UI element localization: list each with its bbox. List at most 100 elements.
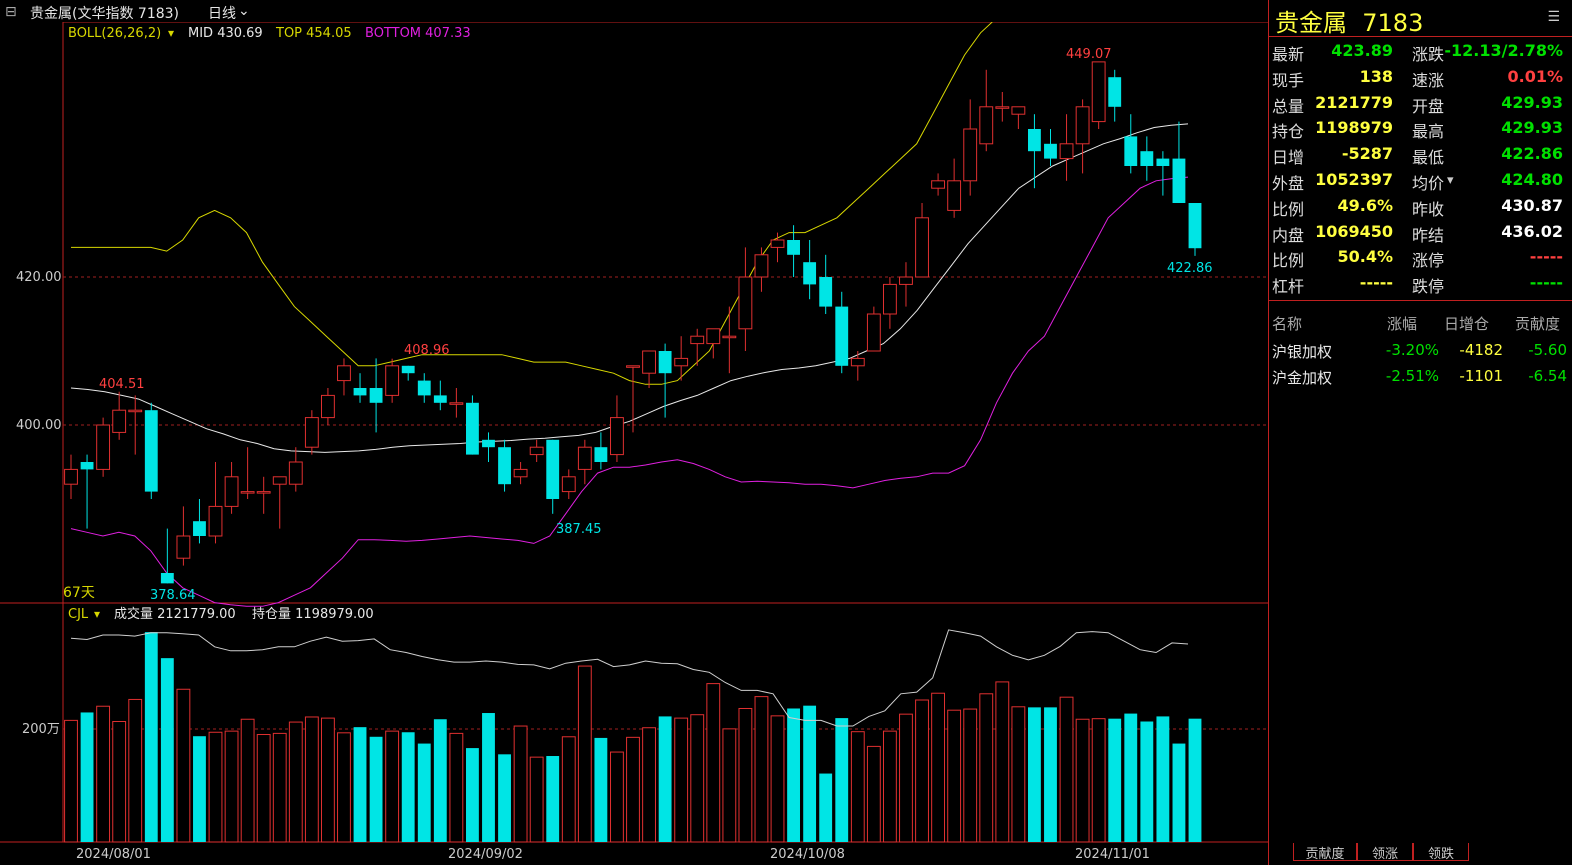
vol-axis-label: 200万 [22, 722, 60, 737]
volume-bar [272, 732, 287, 843]
tab-gainers[interactable]: 领涨 [1357, 843, 1413, 862]
contrib-value: -6.54 [1528, 367, 1567, 385]
candle [466, 402, 479, 455]
volume-bar [1156, 716, 1170, 842]
volume-bar [160, 658, 174, 842]
quote-label: 现手 [1272, 70, 1305, 90]
volume-bar [1140, 721, 1154, 842]
contrib-value: -5.60 [1528, 341, 1567, 359]
quote-value: 138 [1359, 66, 1393, 86]
period-dropdown-icon[interactable]: ⌄ [238, 3, 250, 19]
avg-dropdown-icon[interactable]: ▾ [1447, 173, 1454, 188]
candle [482, 439, 495, 448]
hdr-contrib[interactable]: 贡献度 [1515, 315, 1561, 333]
cjl-dropdown-icon[interactable]: ▾ [94, 607, 100, 621]
candle [690, 335, 705, 345]
candle [835, 306, 849, 366]
candle [176, 535, 191, 559]
quote-row: 日增 -5287 最低 422.86 [1272, 144, 1567, 170]
volume-bar [899, 713, 913, 843]
volume-bar [96, 705, 111, 843]
candle [1075, 106, 1090, 145]
candle [626, 365, 640, 368]
quote-row: 现手 138 速涨 0.01% [1272, 67, 1567, 93]
quote-label: 杠杆 [1272, 277, 1305, 297]
hdr-oi[interactable]: 日增仓 [1444, 315, 1490, 333]
volume-bar [1188, 718, 1202, 842]
quote-row: 总量 2121779 开盘 429.93 [1272, 93, 1567, 119]
quote-value: 429.93 [1501, 92, 1563, 112]
candle [1011, 106, 1026, 115]
kline-chart[interactable]: 420.00 400.00 200万 2024/08/01 2024/09/02… [0, 0, 1268, 865]
quote-label: 开盘 [1412, 96, 1445, 116]
volume-bar [674, 717, 689, 843]
volume-bar [690, 714, 705, 843]
candle [256, 491, 271, 494]
candle [1172, 158, 1186, 203]
candle [963, 128, 978, 182]
tab-contrib[interactable]: 贡献度 [1293, 843, 1357, 862]
candle [642, 350, 656, 374]
boll-dropdown-icon[interactable]: ▾ [168, 26, 174, 40]
quote-label: 昨收 [1412, 199, 1445, 219]
quote-value: 436.02 [1501, 221, 1563, 241]
candle [449, 402, 464, 405]
candle [754, 254, 769, 278]
quote-value: ----- [1359, 273, 1393, 293]
volume-bar [610, 751, 624, 843]
candle [80, 462, 94, 470]
volume-bar [449, 732, 464, 843]
volume-bar [80, 712, 94, 842]
candle [546, 439, 560, 499]
tab-losers[interactable]: 领跌 [1413, 843, 1469, 862]
volume-bar [754, 696, 769, 843]
quote-label: 持仓 [1272, 122, 1305, 142]
volume-bar [369, 736, 383, 842]
candle [208, 505, 223, 537]
volume-bar [979, 693, 994, 843]
period-selector[interactable]: 日线 [208, 6, 236, 22]
quote-value: 0.01% [1507, 66, 1563, 86]
volume-bar [963, 708, 978, 843]
volume-bar [1124, 713, 1138, 842]
candle [288, 461, 303, 485]
volume-bar [498, 754, 511, 842]
candle [1156, 158, 1170, 166]
chart-title: 贵金属(文华指数 7183) [30, 6, 180, 22]
quote-value: 2121779 [1315, 92, 1393, 112]
quote-row: 杠杆 ----- 跌停 ----- [1272, 273, 1567, 299]
candle [1091, 61, 1106, 123]
candle [770, 239, 785, 248]
candle [272, 476, 287, 485]
volume-bar [722, 728, 737, 843]
annot-404: 404.51 [99, 377, 145, 392]
candle [995, 106, 1010, 109]
volume-bar [738, 707, 753, 843]
volume-bar [658, 716, 672, 842]
cjl-name[interactable]: CJL [68, 607, 89, 622]
candle [96, 424, 111, 470]
x-tick-0801: 2024/08/01 [76, 847, 151, 862]
quote-label: 最低 [1412, 148, 1445, 168]
hdr-name[interactable]: 名称 [1272, 315, 1303, 333]
quote-label: 最新 [1272, 45, 1305, 64]
volume-bar [770, 715, 785, 843]
volume-bar [882, 730, 897, 843]
candle [64, 468, 78, 485]
volume-bar [337, 732, 351, 843]
annot-387: 387.45 [556, 522, 602, 537]
candle [160, 573, 174, 584]
quote-row: 最新 423.89 涨跌 -12.13/2.78% [1272, 41, 1567, 67]
volume-bar [787, 708, 800, 842]
candle [738, 276, 753, 330]
candle [850, 357, 865, 367]
candle [193, 521, 206, 536]
back-icon[interactable]: ⊟ [5, 4, 17, 20]
quote-value: 1198979 [1315, 118, 1393, 138]
candle [320, 394, 335, 419]
volume-bar [353, 727, 367, 842]
list-menu-icon[interactable]: ☰ [1547, 9, 1560, 25]
quote-label: 最高 [1412, 122, 1445, 142]
hdr-change[interactable]: 涨幅 [1387, 315, 1418, 333]
boll-name[interactable]: BOLL(26,26,2) [68, 26, 161, 41]
